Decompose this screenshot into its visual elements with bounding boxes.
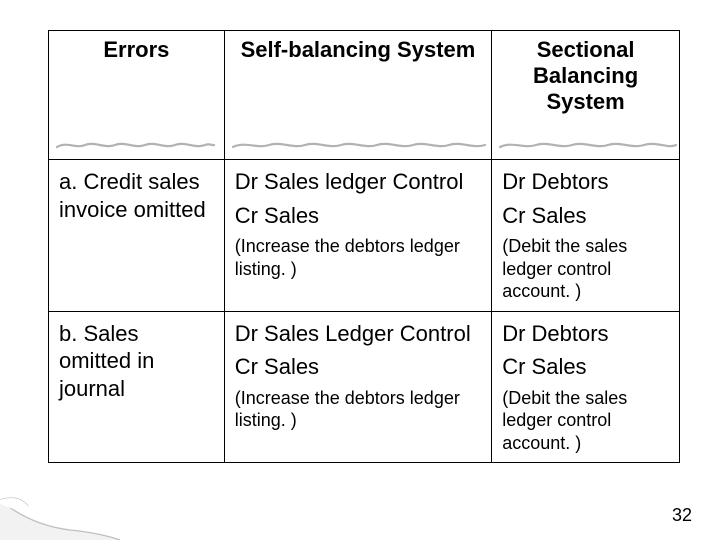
col-header-errors-label: Errors: [103, 37, 169, 63]
col-header-self-balancing-label: Self-balancing System: [241, 37, 476, 63]
paper-curl-icon: [0, 470, 120, 540]
sect-b-dr: Dr Debtors: [502, 320, 669, 348]
sect-a-note: (Debit the sales ledger control account.…: [502, 235, 669, 303]
scribble-underline-icon: [498, 139, 678, 151]
self-b-cr: Cr Sales: [235, 353, 482, 381]
self-b-dr: Dr Sales Ledger Control: [235, 320, 482, 348]
cell-self-b: Dr Sales Ledger Control Cr Sales (Increa…: [224, 311, 492, 463]
cell-sect-a: Dr Debtors Cr Sales (Debit the sales led…: [492, 160, 680, 312]
error-a-text: a. Credit sales invoice omitted: [59, 168, 214, 223]
col-header-self-balancing: Self-balancing System: [224, 31, 492, 160]
self-a-cr: Cr Sales: [235, 202, 482, 230]
error-b-text: b. Sales omitted in journal: [59, 320, 214, 403]
cell-self-a: Dr Sales ledger Control Cr Sales (Increa…: [224, 160, 492, 312]
cell-error-a: a. Credit sales invoice omitted: [49, 160, 225, 312]
self-b-note: (Increase the debtors ledger listing. ): [235, 387, 482, 432]
cell-error-b: b. Sales omitted in journal: [49, 311, 225, 463]
self-a-note: (Increase the debtors ledger listing. ): [235, 235, 482, 280]
table-header-row: Errors Self-balancing System Sectional B…: [49, 31, 680, 160]
sect-a-cr: Cr Sales: [502, 202, 669, 230]
col-header-sectional-label: Sectional Balancing System: [502, 37, 669, 115]
col-header-sectional: Sectional Balancing System: [492, 31, 680, 160]
self-a-dr: Dr Sales ledger Control: [235, 168, 482, 196]
sect-b-note: (Debit the sales ledger control account.…: [502, 387, 669, 455]
table-row: b. Sales omitted in journal Dr Sales Led…: [49, 311, 680, 463]
cell-sect-b: Dr Debtors Cr Sales (Debit the sales led…: [492, 311, 680, 463]
slide: Errors Self-balancing System Sectional B…: [0, 0, 720, 540]
sect-b-cr: Cr Sales: [502, 353, 669, 381]
table-row: a. Credit sales invoice omitted Dr Sales…: [49, 160, 680, 312]
scribble-underline-icon: [55, 139, 215, 151]
scribble-underline-icon: [231, 139, 491, 151]
sect-a-dr: Dr Debtors: [502, 168, 669, 196]
errors-table: Errors Self-balancing System Sectional B…: [48, 30, 680, 463]
col-header-errors: Errors: [49, 31, 225, 160]
page-number: 32: [672, 505, 692, 526]
